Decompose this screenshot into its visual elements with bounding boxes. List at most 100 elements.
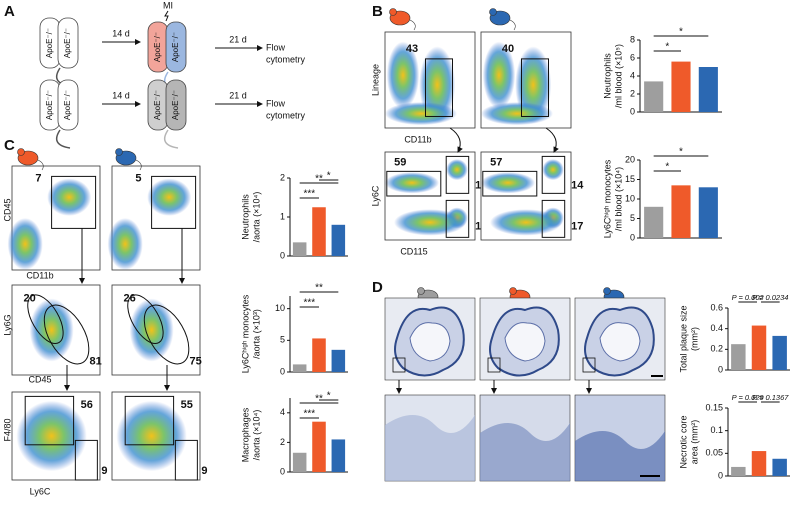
y-tick-label: 0 (630, 232, 635, 242)
y-axis-label: Neutrophils (602, 53, 612, 99)
panel-label: D (372, 279, 383, 296)
y-axis-label: area (mm²) (689, 420, 699, 465)
cell-density (16, 400, 87, 472)
genotype: ApoE⁻/⁻ (63, 90, 72, 120)
panel-label: B (372, 3, 383, 20)
panel-label: A (4, 3, 15, 20)
significance-label: * (679, 27, 683, 38)
y-tick-label: 10 (275, 303, 285, 313)
bar (772, 458, 787, 476)
gate (74, 439, 98, 481)
gate (482, 170, 538, 197)
lumen (504, 322, 546, 362)
bar (292, 242, 307, 256)
genotype: ApoE⁻/⁻ (63, 28, 72, 58)
y-axis-label: /aorta (×10⁴) (251, 410, 261, 461)
cell-density (7, 218, 43, 270)
significance-label: * (327, 171, 331, 182)
y-tick-label: 4 (630, 70, 635, 80)
mouse-tail (37, 159, 44, 171)
significance-label: * (665, 42, 669, 53)
y-tick-label: 6 (630, 52, 635, 62)
bar (644, 206, 664, 238)
y-axis-label: Necrotic core (678, 415, 688, 468)
tissue-texture (480, 423, 570, 481)
parabiosis-mouse (165, 79, 187, 131)
significance-label: *** (303, 189, 315, 200)
y-axis-label: Neutrophils (240, 194, 250, 240)
y-tick-label: 2 (280, 437, 285, 447)
bar (331, 224, 346, 256)
gate (541, 199, 566, 238)
cell-density (482, 41, 516, 109)
cell-density (446, 159, 468, 181)
tissue-texture (575, 431, 665, 481)
y-tick-label: 20 (625, 154, 635, 164)
parabiosis-mouse (57, 17, 79, 69)
y-tick-label: 8 (630, 34, 635, 44)
bar (751, 451, 767, 476)
mouse-ear (489, 8, 497, 16)
significance-label: * (327, 391, 331, 402)
cell-density (490, 209, 562, 236)
y-axis-label: Ly6Cʰⁱᵍʰ monocytes (602, 159, 612, 238)
zoom-box (487, 357, 501, 373)
parabiosis-mouse (165, 21, 187, 73)
cell-density (116, 400, 187, 472)
gate (541, 155, 566, 194)
y-tick-label: 0.05 (705, 448, 723, 458)
bar (751, 325, 767, 370)
axis-label: CD45 (28, 374, 51, 384)
y-tick-label: 1 (280, 211, 285, 221)
y-tick-label: 4 (280, 407, 285, 417)
time-label: 21 d (229, 90, 247, 100)
y-tick-label: 0 (280, 366, 285, 376)
cell-density (107, 218, 143, 270)
readout-label: Flow (266, 98, 286, 108)
bar (772, 335, 787, 370)
axis-label: F4/80 (2, 418, 12, 441)
time-label: 21 d (229, 34, 247, 44)
tail (55, 129, 71, 149)
bar (331, 439, 346, 472)
significance-label: P = 0.1367 (752, 393, 789, 402)
axis-label: CD115 (400, 246, 427, 256)
axis-label: CD11b (26, 270, 53, 280)
y-tick-label: 0.4 (710, 323, 723, 333)
cell-density (147, 178, 192, 216)
cell-density (481, 172, 535, 194)
gate (151, 175, 197, 229)
lumen (409, 322, 451, 362)
y-axis-label: /aorta (×10³) (251, 309, 261, 359)
readout-label: cytometry (266, 54, 306, 64)
cell-density (47, 178, 92, 216)
gate-percent: 40 (502, 43, 514, 55)
bar (671, 61, 691, 112)
axis-label: CD45 (2, 198, 12, 221)
bar (644, 81, 664, 112)
zoom-box (582, 357, 596, 373)
cell-density (29, 298, 74, 362)
y-tick-label: 0 (280, 466, 285, 476)
mouse-ear (115, 148, 123, 156)
gate-percent: 55 (181, 399, 193, 411)
bar (331, 349, 346, 372)
cell-density (385, 102, 457, 126)
genotype: ApoE⁻/⁻ (171, 32, 180, 62)
genotype: ApoE⁻/⁻ (153, 90, 162, 120)
y-axis-label: /ml blood (×10⁴) (613, 167, 623, 231)
gate-percent: 57 (490, 156, 502, 168)
lightning (164, 10, 169, 22)
bar (292, 364, 307, 372)
significance-label: ** (315, 394, 323, 405)
zoom-box (392, 357, 406, 373)
y-tick-label: 0.15 (705, 402, 723, 412)
readout-label: cytometry (266, 110, 306, 120)
cell-density (385, 172, 439, 194)
time-label: 14 d (112, 90, 130, 100)
gate-percent: 5 (135, 172, 141, 184)
significance-label: ** (315, 283, 323, 294)
significance-label: P = 0.002 (732, 293, 765, 302)
gate-percent: 56 (81, 399, 93, 411)
mouse-tail (409, 19, 416, 31)
